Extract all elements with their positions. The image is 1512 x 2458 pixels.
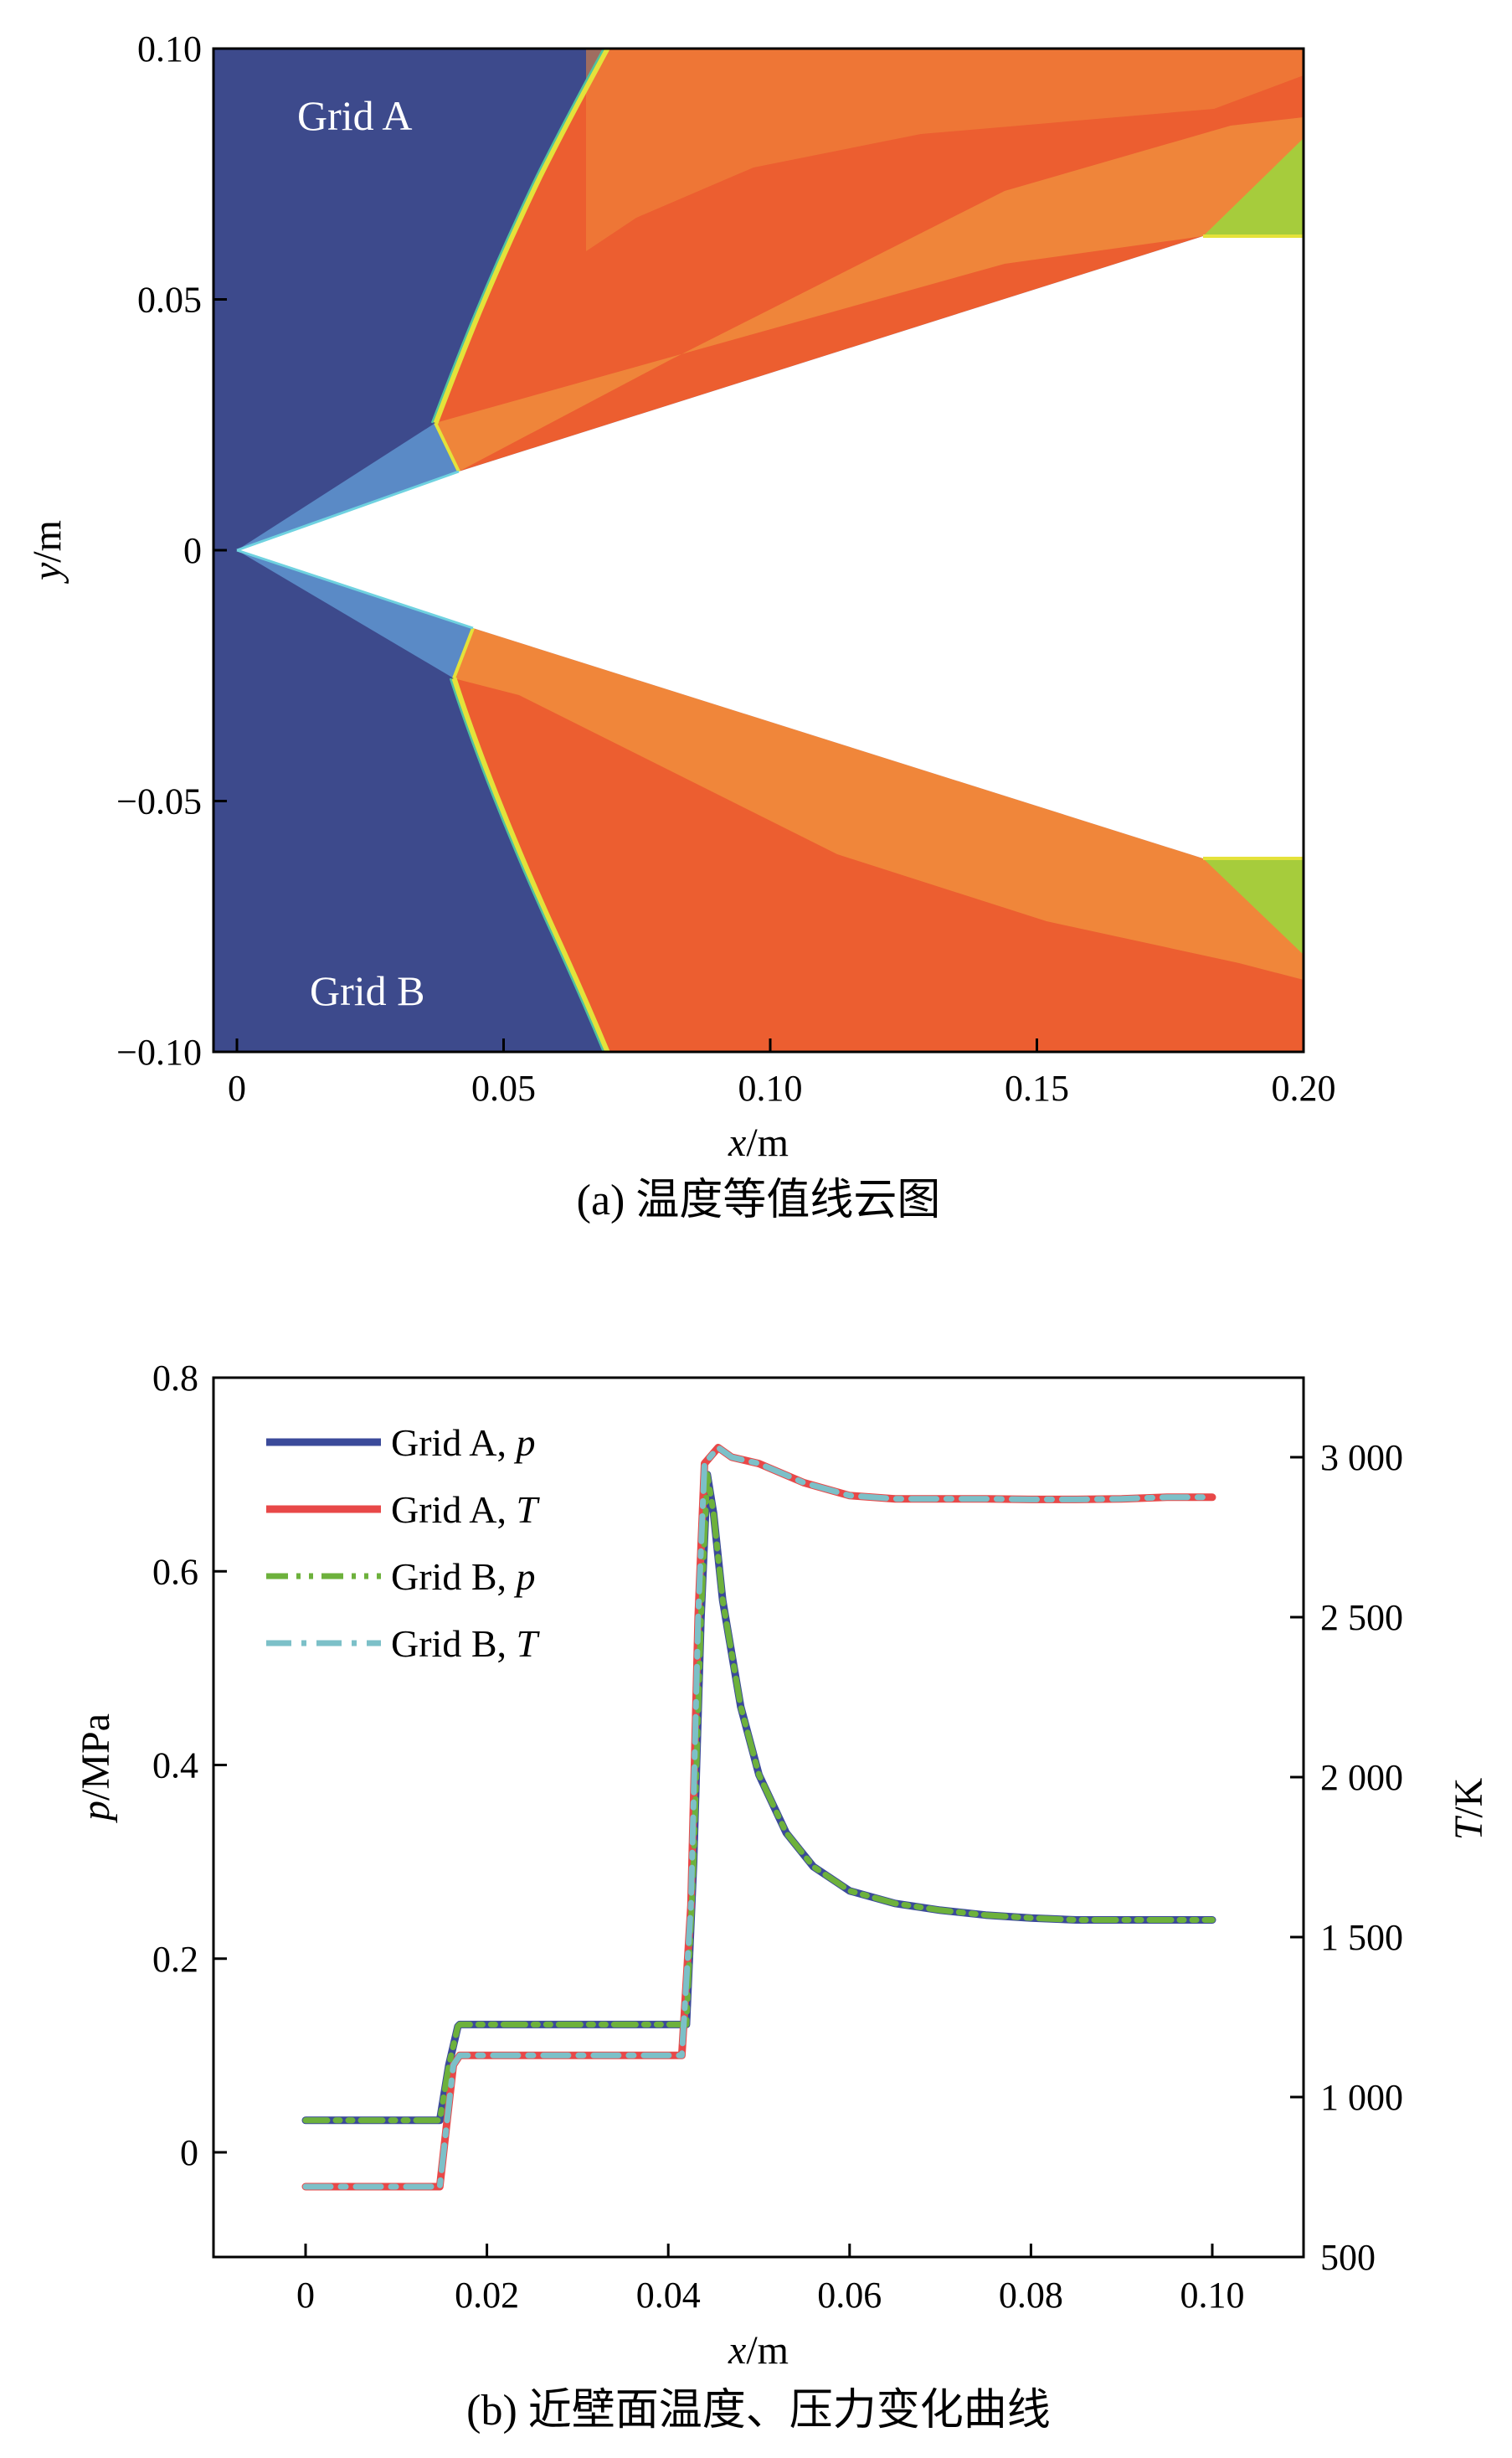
y-axis-label-a: y/m (25, 520, 69, 585)
lower-bow-shock-edge (449, 678, 605, 1052)
legend-label-0: Grid A, p (391, 1421, 536, 1464)
x-tick-label-b: 0.02 (455, 2275, 519, 2316)
caption-a: (a) 温度等值线云图 (577, 1177, 941, 1224)
x-tick-label-b: 0 (296, 2275, 315, 2316)
y-tick-label-a: −0.10 (116, 1032, 202, 1073)
lower-cone-wall (236, 549, 474, 630)
x-tick-label-b: 0.08 (999, 2275, 1063, 2316)
y-axis-right-b: 500 1 000 1 500 2 000 2 500 3 000 (1290, 1437, 1403, 2278)
x-tick-label-a: 0 (228, 1068, 246, 1109)
y-axis-left-b: 0 0.2 0.4 0.6 0.8 (152, 1358, 227, 2173)
y2-tick-label-b: 3 000 (1320, 1437, 1403, 1478)
legend: Grid A, p Grid A, T Grid B, p Grid B, T (266, 1421, 541, 1665)
y2-tick-label-b: 1 000 (1320, 2077, 1403, 2118)
y-tick-label-a: 0 (183, 530, 202, 571)
x-tick-label-b: 0.06 (817, 2275, 882, 2316)
lower-kink-shock (452, 627, 475, 679)
series-group (301, 1444, 1216, 2191)
x-axis-a: 0 0.05 0.10 0.15 0.20 (228, 1038, 1336, 1109)
y-tick-label-b: 0.8 (152, 1358, 198, 1399)
lower-forebody-layer (237, 550, 473, 678)
upper-shear-layer-edge (586, 49, 1304, 251)
x-tick-label-a: 0.05 (471, 1068, 536, 1109)
x-axis-label-b: x/m (728, 2328, 789, 2373)
plot-frame-b (212, 1376, 1305, 2259)
upper-kink-shock (434, 422, 460, 472)
lower-bow-shock (450, 677, 610, 1052)
y-axis-a: 0.10 0.05 0 −0.05 −0.10 (116, 28, 227, 1073)
series-line-3 (302, 1445, 1216, 2190)
upper-cone-wall (236, 470, 460, 552)
y-tick-label-a: −0.05 (116, 781, 202, 822)
upper-bow-shock-edge (430, 49, 605, 424)
x-tick-label-b: 0.04 (636, 2275, 701, 2316)
x-axis-b: 0 0.02 0.04 0.06 0.08 0.10 (296, 2244, 1245, 2316)
near-wall-profile-panel: 0 0.02 0.04 0.06 0.08 0.10 0 0.2 0.4 0.6 0.8 500 1… (74, 1358, 1491, 2435)
y-tick-label-b: 0 (180, 2132, 198, 2173)
legend-label-3: Grid B, T (391, 1622, 541, 1665)
x-tick-label-a: 0.15 (1005, 1068, 1069, 1109)
y-tick-label-b: 0.6 (152, 1551, 198, 1592)
upper-shear-layer (435, 117, 1304, 472)
grid-a-label: Grid A (297, 92, 413, 139)
series-line-2 (302, 1471, 1216, 2124)
y-tick-label-a: 0.10 (137, 28, 202, 70)
y2-tick-label-b: 500 (1320, 2237, 1376, 2278)
y-axis-label-b-right: T/K (1447, 1777, 1491, 1840)
caption-b: (b) 近壁面温度、压力变化曲线 (466, 2387, 1051, 2435)
legend-label-1: Grid A, T (391, 1488, 541, 1531)
x-axis-label-a: x/m (728, 1121, 789, 1165)
y-tick-label-a: 0.05 (137, 280, 202, 321)
y-tick-label-b: 0.4 (152, 1745, 198, 1786)
lower-expansion-fan (1203, 858, 1304, 955)
lower-shear-layer (454, 628, 1304, 980)
y2-tick-label-b: 2 500 (1320, 1597, 1403, 1638)
y2-tick-label-b: 1 500 (1320, 1917, 1403, 1958)
x-tick-label-a: 0.20 (1272, 1068, 1336, 1109)
y-tick-label-b: 0.2 (152, 1939, 198, 1980)
legend-label-2: Grid B, p (391, 1555, 536, 1598)
x-tick-label-a: 0.10 (738, 1068, 803, 1109)
upper-expansion-fan (1203, 138, 1304, 236)
contour-field (213, 49, 1304, 1052)
x-tick-label-b: 0.10 (1180, 2275, 1245, 2316)
temperature-contour-panel: 0 0.05 0.10 0.15 0.20 0.10 0.05 0 −0.05 −0.10 Gr… (25, 28, 1336, 1224)
y2-tick-label-b: 2 000 (1320, 1757, 1403, 1798)
upper-forebody-layer (237, 423, 459, 550)
y-axis-label-b-left: p/MPa (74, 1713, 118, 1823)
upper-bow-shock (432, 49, 610, 425)
body-silhouette (237, 236, 1304, 858)
grid-b-label: Grid B (310, 967, 425, 1014)
